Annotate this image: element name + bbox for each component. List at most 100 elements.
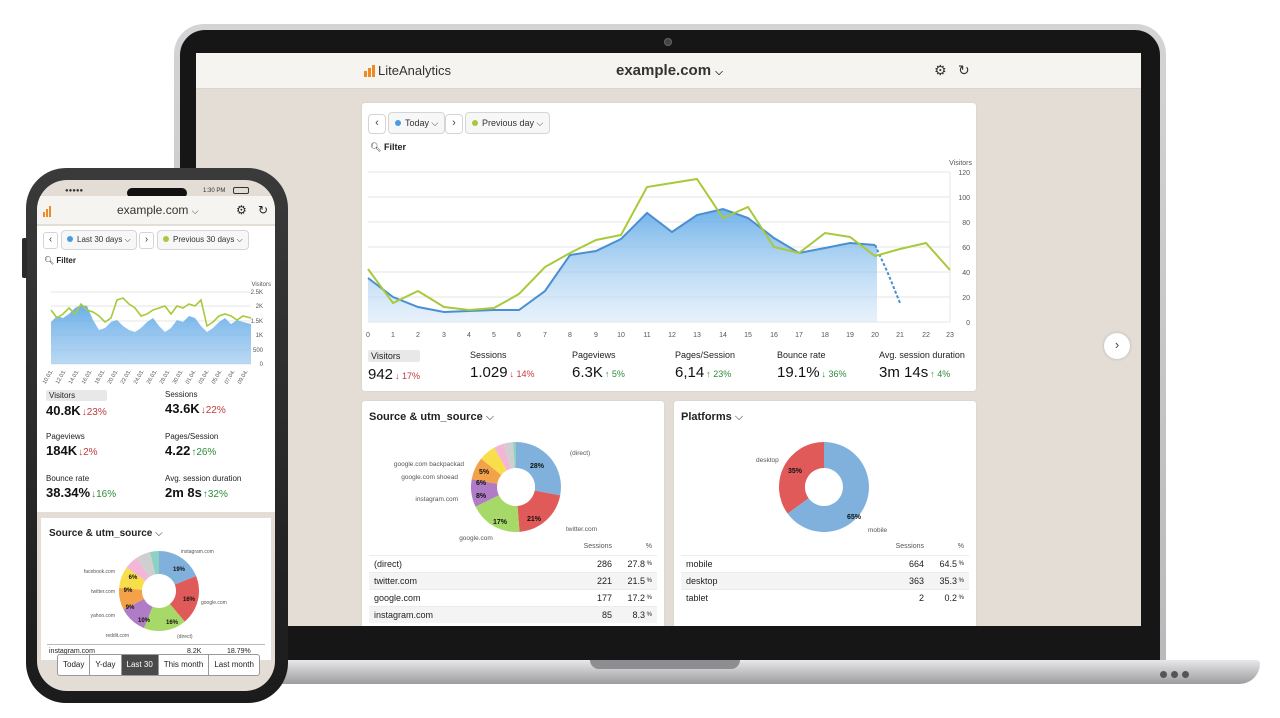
slice-name: (direct): [177, 634, 193, 640]
slice-label: 6%: [129, 575, 138, 581]
slice-label: 65%: [847, 514, 862, 521]
slice-instagram: [159, 551, 197, 585]
slice-google: [475, 495, 520, 533]
slice-label: 5%: [479, 469, 490, 476]
current-area: [51, 305, 251, 364]
metric-avg-session-duration[interactable]: Avg. session duration 2m 8s↑32%: [165, 474, 241, 500]
chevron-down-icon: ⌵: [715, 67, 723, 78]
x-tick: 6: [517, 332, 521, 337]
prev-period-button[interactable]: ‹: [368, 114, 386, 134]
slice-name: google.com: [459, 535, 493, 542]
phone-volume-button: [22, 238, 27, 278]
slice-google-shoead: [471, 458, 502, 484]
filter-label: Filter: [56, 256, 76, 265]
metric-change: ↓ 17%: [395, 371, 421, 381]
settings-gear-icon[interactable]: ⚙: [236, 203, 247, 217]
source-card-title[interactable]: Source & utm_source ⌵: [49, 528, 163, 539]
table-row[interactable]: mobile 664 64.5%: [681, 555, 969, 572]
metric-sessions[interactable]: Sessions 1.029 ↓ 14%: [470, 350, 535, 381]
x-tick: 14: [719, 332, 727, 337]
row-pct: 18.79%: [227, 648, 251, 655]
metric-label: Avg. session duration: [879, 350, 965, 360]
table-row[interactable]: (direct) 286 27.8%: [369, 555, 657, 572]
slice-label: 6%: [476, 480, 487, 487]
metric-label: Sessions: [470, 350, 507, 360]
metric-pages-per-session[interactable]: Pages/Session 4.22↑26%: [165, 432, 218, 458]
metric-visitors[interactable]: Visitors 40.8K↓23%: [46, 390, 107, 418]
next-period-button[interactable]: ›: [139, 232, 154, 249]
table-row[interactable]: instagram.com 85 8.3%: [369, 606, 657, 623]
y-tick: 0: [966, 320, 970, 327]
platforms-card-title[interactable]: Platforms ⌵: [681, 411, 743, 424]
range-last-month-button[interactable]: Last month: [214, 660, 254, 669]
platforms-table: Sessions% mobile 664 64.5% desktop 363 35.3%…: [681, 541, 969, 606]
logo-bars-icon[interactable]: [43, 204, 51, 222]
slice-direct: [144, 604, 185, 631]
slice-other3: [513, 442, 516, 468]
table-row[interactable]: desktop 363 35.3%: [681, 572, 969, 589]
metric-pages-per-session[interactable]: Pages/Session 6,14 ↑ 23%: [675, 350, 735, 381]
x-tick: 09.04.: [237, 369, 250, 386]
current-period-select[interactable]: Today ⌵: [388, 112, 446, 134]
x-tick: 17: [795, 332, 803, 337]
y-tick: 40: [962, 270, 970, 277]
current-period-dot: [67, 236, 73, 242]
current-period-select[interactable]: Last 30 days ⌵: [61, 230, 137, 250]
slice-label: 9%: [126, 605, 135, 611]
table-row[interactable]: twitter.com 221 21.5%: [369, 572, 657, 589]
metric-value: 942: [368, 366, 394, 383]
range-today-button[interactable]: Today: [58, 655, 91, 675]
x-tick: 7: [543, 332, 547, 337]
visitors-line-chart: Visitors 0 20 40 60 80 100 120 0 1 2 3 4…: [366, 160, 972, 337]
slice-direct: [516, 442, 561, 496]
metric-visitors[interactable]: Visitors 942 ↓ 17%: [368, 350, 421, 383]
metric-bounce-rate[interactable]: Bounce rate 38.34%↓16%: [46, 474, 116, 500]
next-slide-button[interactable]: ›: [1104, 333, 1130, 359]
slice-desktop: [778, 442, 824, 514]
source-donut-chart: 28% 21% 17% 8% 6% 5% (direct) twitter.co…: [394, 442, 597, 542]
compare-period-dot: [472, 120, 478, 126]
main-chart-card: ‹ Today ⌵ › Previous day ⌵ 🔍︎ Filter: [362, 103, 976, 391]
refresh-icon[interactable]: ↻: [258, 203, 269, 217]
metric-pageviews[interactable]: Pageviews 184K↓2%: [46, 432, 98, 458]
laptop-indicator-lights: [1160, 665, 1193, 683]
table-row[interactable]: instagram.com 8.2K 18.79%: [47, 644, 265, 660]
site-selector[interactable]: example.com ⌵: [117, 203, 199, 217]
metric-pageviews[interactable]: Pageviews 6.3K ↑ 5%: [572, 350, 625, 381]
platforms-card: Platforms ⌵ 35% 65% desktop mobile Sessi…: [674, 401, 976, 626]
refresh-icon[interactable]: ↻: [958, 62, 970, 78]
compare-period-select[interactable]: Previous 30 days ⌵: [157, 230, 249, 250]
platforms-donut-chart: 35% 65% desktop mobile: [756, 442, 888, 534]
current-area: [368, 209, 877, 322]
compare-period-select[interactable]: Previous day ⌵: [465, 112, 551, 134]
filter-button[interactable]: 🔍︎ Filter: [44, 256, 76, 265]
metric-avg-session-duration[interactable]: Avg. session duration 3m 14s ↑ 4%: [879, 350, 965, 381]
settings-gear-icon[interactable]: ⚙: [934, 62, 947, 78]
date-range-segmented-control: Today Y-day Last 30 This month Last mont…: [57, 654, 260, 676]
site-selector[interactable]: example.com ⌵: [616, 62, 723, 79]
slice-label: 17%: [493, 519, 508, 526]
metric-sessions[interactable]: Sessions 43.6K↓22%: [165, 390, 226, 416]
next-period-button[interactable]: ›: [445, 114, 463, 134]
previous-line: [50, 297, 252, 328]
source-title-text: Source & utm_source: [49, 528, 153, 539]
x-tick: 23: [946, 332, 954, 337]
table-row[interactable]: tablet 2 0.2%: [681, 589, 969, 606]
current-period-label: Today: [405, 118, 430, 128]
filter-button[interactable]: 🔍︎ Filter: [370, 142, 406, 153]
source-card-title[interactable]: Source & utm_source ⌵: [369, 411, 494, 424]
table-row[interactable]: google.com 177 17.2%: [369, 589, 657, 606]
site-name: example.com: [117, 203, 189, 217]
slice-name: google.com shoead: [401, 474, 458, 481]
metric-change: ↓23%: [81, 407, 107, 418]
slice-twitter: [119, 567, 146, 590]
range-yesterday-button[interactable]: Y-day: [90, 655, 122, 675]
app-logo[interactable]: LiteAnalytics: [364, 63, 451, 80]
prev-period-button[interactable]: ‹: [43, 232, 58, 249]
range-this-month-button[interactable]: This month: [159, 655, 210, 675]
y-tick: 80: [962, 220, 970, 227]
y-axis-label: Visitors: [251, 282, 271, 288]
metric-bounce-rate[interactable]: Bounce rate 19.1% ↓ 36%: [777, 350, 847, 381]
y-axis-label: Visitors: [949, 160, 972, 167]
range-last-30-button[interactable]: Last 30: [121, 655, 159, 675]
